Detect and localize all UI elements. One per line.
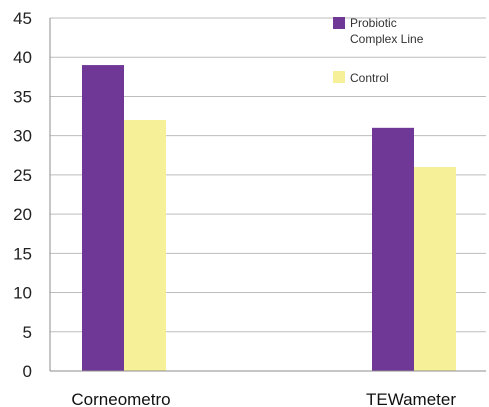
x-category-label-corneometro: Corneometro <box>71 390 170 407</box>
bar-control-corneometro <box>124 119 166 371</box>
y-tick-label-30: 30 <box>13 127 32 146</box>
bar-probiotic-tewameter <box>372 127 414 371</box>
bar-probiotic-corneometro <box>82 65 124 372</box>
legend-swatch-probiotic <box>333 17 345 29</box>
y-tick-label-0: 0 <box>23 362 32 381</box>
legend-label-probiotic-1: Complex Line <box>350 32 424 46</box>
y-tick-label-35: 35 <box>13 87 32 106</box>
bar-control-tewameter <box>414 167 456 371</box>
legend-swatch-control <box>333 71 345 83</box>
axes <box>49 18 486 372</box>
x-category-label-tewameter: TEWameter <box>366 390 456 407</box>
legend-label-control-0: Control <box>350 71 389 85</box>
y-tick-label-5: 5 <box>23 323 32 342</box>
legend-label-probiotic-0: Probiotic <box>350 16 397 30</box>
y-tick-label-20: 20 <box>13 205 32 224</box>
y-tick-label-15: 15 <box>13 244 32 263</box>
legend: Probiotic Complex Line Control <box>333 16 424 85</box>
y-tick-labels: 0 5 10 15 20 25 30 35 40 45 <box>13 9 32 381</box>
y-tick-label-45: 45 <box>13 9 32 28</box>
y-tick-label-10: 10 <box>13 284 32 303</box>
y-tick-label-25: 25 <box>13 166 32 185</box>
x-category-labels: Corneometro TEWameter <box>71 390 456 407</box>
y-tick-label-40: 40 <box>13 48 32 67</box>
bars <box>82 65 456 372</box>
